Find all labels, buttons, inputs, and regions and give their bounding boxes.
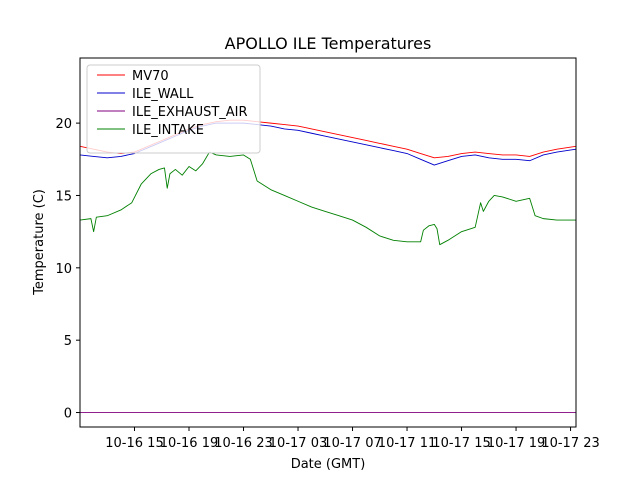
legend: MV70 ILE_WALL ILE_EXHAUST_AIR ILE_INTAKE (86, 64, 261, 154)
y-tick-label: 0 (64, 407, 72, 422)
plot-frame (79, 57, 577, 428)
y-tick-label: 20 (55, 117, 72, 132)
y-axis-label: Temperature (C) (32, 189, 47, 296)
y-tick-label: 5 (64, 334, 72, 349)
x-tick-label: 10-16 15 (105, 436, 163, 451)
legend-box (86, 64, 261, 154)
y-tick-label: 15 (55, 189, 72, 204)
legend-label: MV70 (132, 69, 169, 84)
legend-label: ILE_EXHAUST_AIR (132, 105, 248, 120)
x-axis-label: Date (GMT) (291, 457, 366, 472)
y-tick-label: 10 (55, 262, 72, 277)
x-tick-label: 10-17 11 (378, 436, 436, 451)
x-tick-label: 10-17 19 (487, 436, 545, 451)
y-axis: 0 5 10 15 20 (55, 117, 80, 422)
x-tick-label: 10-17 15 (432, 436, 490, 451)
x-tick-label: 10-17 23 (541, 436, 599, 451)
legend-label: ILE_INTAKE (132, 123, 204, 138)
x-tick-label: 10-16 19 (160, 436, 218, 451)
chart-title: APOLLO ILE Temperatures (225, 34, 432, 53)
x-tick-label: 10-17 03 (269, 436, 327, 451)
x-tick-label: 10-16 23 (214, 436, 272, 451)
x-tick-label: 10-17 07 (323, 436, 381, 451)
legend-label: ILE_WALL (132, 87, 194, 102)
series-line-ile-intake (80, 151, 576, 246)
